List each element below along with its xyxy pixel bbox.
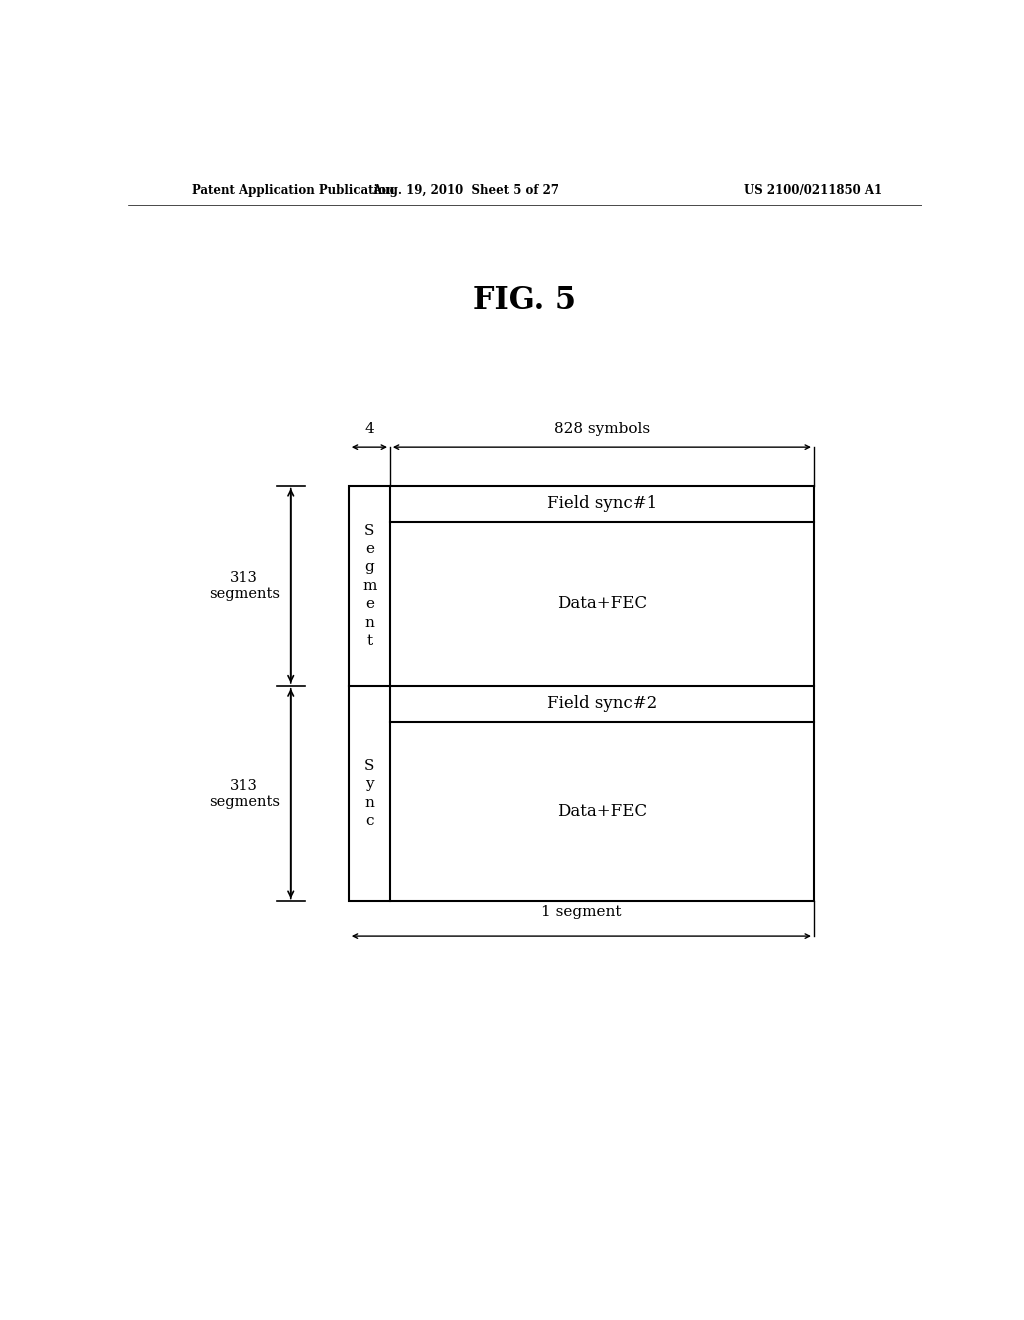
Text: 828 symbols: 828 symbols [554,421,650,436]
Bar [349,486,814,902]
Text: Field sync#1: Field sync#1 [547,495,657,512]
Text: Data+FEC: Data+FEC [557,595,647,612]
Text: 1 segment: 1 segment [541,906,622,919]
Text: Data+FEC: Data+FEC [557,804,647,820]
Text: 313
segments: 313 segments [209,779,280,809]
Text: Field sync#2: Field sync#2 [547,696,657,713]
Text: 313
segments: 313 segments [209,570,280,601]
Text: US 2100/0211850 A1: US 2100/0211850 A1 [744,185,883,197]
Text: S
y
n
c: S y n c [365,759,375,828]
Text: 4: 4 [365,421,375,436]
Text: FIG. 5: FIG. 5 [473,285,577,317]
Text: S
e
g
m
e
n
t: S e g m e n t [362,524,377,648]
Text: Patent Application Publication: Patent Application Publication [191,185,394,197]
Text: Aug. 19, 2010  Sheet 5 of 27: Aug. 19, 2010 Sheet 5 of 27 [372,185,559,197]
